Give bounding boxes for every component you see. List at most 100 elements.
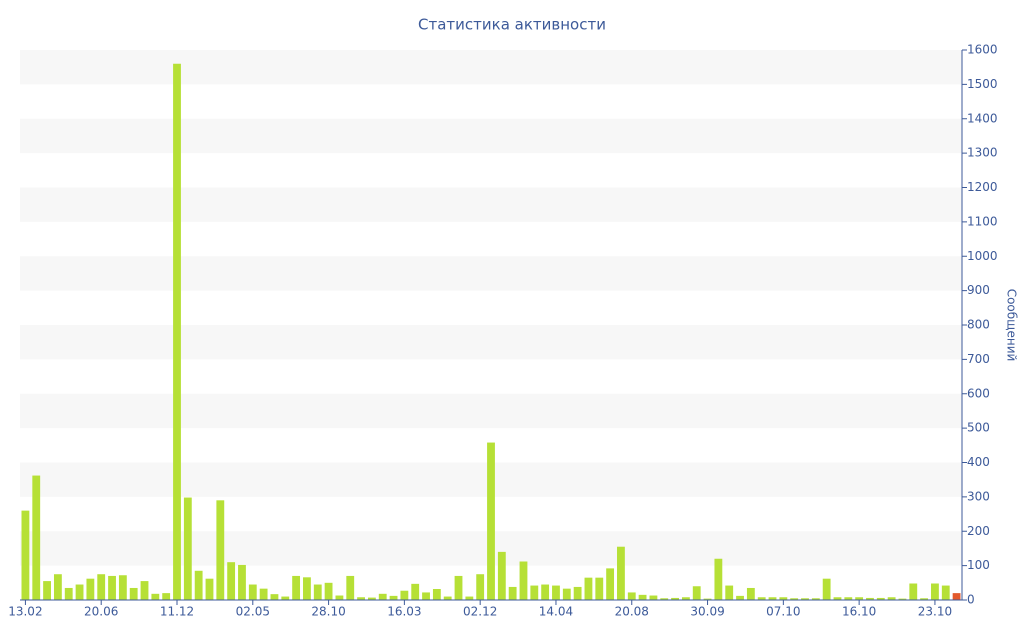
bar [64,587,73,600]
bar [638,594,647,600]
bar [75,584,84,600]
bar [671,597,679,600]
bar [432,589,441,600]
y-tick-label: 1100 [967,214,998,228]
bar [768,597,777,600]
bar [335,595,344,600]
bar [530,585,539,600]
bar [681,597,690,600]
bar [162,593,171,600]
grid-band [20,325,962,360]
bar [216,500,225,600]
bar [584,577,593,600]
bar [270,594,279,600]
bar [389,595,398,600]
y-tick-label: 200 [967,524,990,538]
y-tick-label: 700 [967,352,990,366]
bar [476,574,485,600]
bar [378,593,387,600]
y-tick-label: 1500 [967,77,998,91]
bar [855,597,864,600]
x-tick-label: 14.04 [539,605,573,619]
bar [97,574,106,600]
bar [898,598,907,600]
y-tick-label: 1300 [967,146,998,160]
y-tick-label: 600 [967,386,990,400]
bar [790,598,799,600]
bar [238,564,246,600]
bar [487,442,495,600]
y-tick-label: 400 [967,455,990,469]
bar [411,583,420,600]
bar [562,588,571,600]
x-tick-label: 02.05 [236,605,270,619]
bar [86,578,95,600]
bar [595,577,604,600]
grid-band [20,393,962,429]
bar [151,593,160,600]
bar [346,575,355,600]
bar [866,597,874,600]
y-tick-label: 1600 [967,43,998,57]
bar [248,584,257,600]
x-tick-label: 16.10 [842,605,876,619]
bar [714,558,723,600]
bar [281,596,290,600]
bar [32,475,41,600]
bar [736,595,744,600]
x-tick-label: 20.06 [84,605,118,619]
bar [757,597,766,600]
bar [952,593,961,600]
bar [465,596,474,600]
bar [259,588,268,600]
bar [725,585,734,600]
bar [541,584,550,600]
bar [422,592,430,600]
x-tick-label: 16.03 [387,605,421,619]
bar [692,586,701,600]
x-tick-label: 30.09 [690,605,724,619]
bar [454,575,463,600]
bar [779,597,788,600]
bar [443,596,452,600]
y-tick-label: 100 [967,558,990,572]
x-tick-label: 07.10 [766,605,800,619]
bar [941,585,950,600]
y-tick-label: 800 [967,318,990,332]
bar [552,585,560,600]
bar [811,598,820,600]
grid-band [20,50,962,85]
y-tick-label: 500 [967,421,990,435]
bar [497,551,506,600]
bar [303,577,311,600]
bar [887,597,896,600]
bar [21,510,30,600]
y-tick-label: 900 [967,283,990,297]
bar [660,598,669,600]
bar [617,546,625,600]
bar [194,570,203,600]
bar [909,583,918,600]
y-axis-label: Сообщений [1005,289,1019,362]
bar [183,497,192,600]
x-tick-label: 13.02 [8,605,42,619]
bar [357,597,365,600]
bar [173,63,181,600]
bar [627,592,636,600]
bar [43,581,51,600]
bar [844,597,853,600]
bar [118,575,127,600]
x-tick-label: 23.10 [918,605,952,619]
bar [205,578,214,600]
x-tick-label: 11.12 [160,605,194,619]
bar [400,590,409,600]
bar [140,581,149,600]
bar [876,597,885,600]
y-tick-label: 1000 [967,249,998,263]
bar [801,598,809,600]
y-tick-label: 1200 [967,180,998,194]
bar [292,575,301,600]
bar [649,595,658,600]
bar [108,575,116,600]
